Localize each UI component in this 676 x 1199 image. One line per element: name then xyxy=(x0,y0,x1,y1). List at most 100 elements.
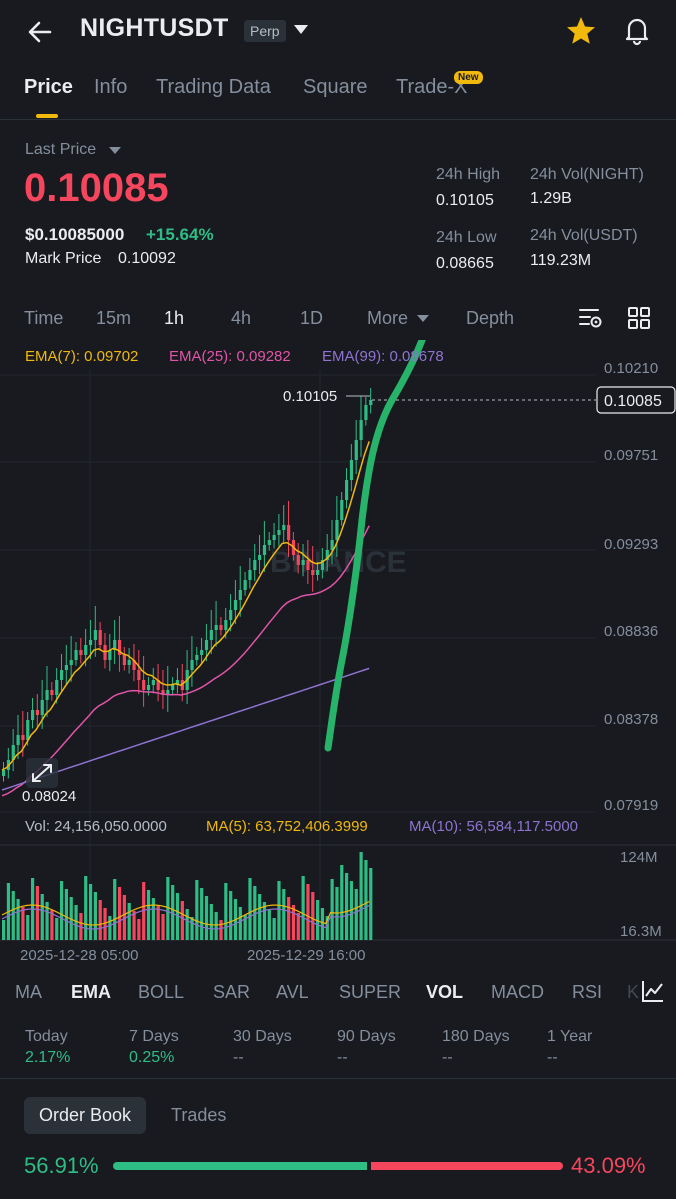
caret-down-icon[interactable] xyxy=(109,147,121,154)
perf-7d-label: 7 Days xyxy=(129,1028,179,1045)
volume-bar xyxy=(166,877,170,940)
perf-7d-value: 0.25% xyxy=(129,1049,175,1066)
symbol-title[interactable]: NIGHTUSDT xyxy=(80,14,229,42)
tab-trading-data[interactable]: Trading Data xyxy=(156,76,271,98)
indicator-super[interactable]: SUPER xyxy=(339,982,402,1002)
volume-bar xyxy=(267,910,271,940)
candle xyxy=(200,650,204,655)
indicator-ema[interactable]: EMA xyxy=(71,982,111,1002)
tab-price[interactable]: Price xyxy=(24,76,73,98)
grid-icon xyxy=(628,307,650,329)
chevron-down-icon[interactable] xyxy=(294,25,308,34)
volume-bar xyxy=(224,883,228,940)
volume-bar xyxy=(146,890,151,940)
volume-bar xyxy=(11,891,15,940)
candle xyxy=(325,550,329,560)
volume-bar xyxy=(156,906,160,940)
buy-sell-ratio-bar xyxy=(113,1162,563,1170)
interval-1d[interactable]: 1D xyxy=(300,308,324,328)
current-price-label: 0.10085 xyxy=(604,393,662,410)
candle xyxy=(306,560,310,570)
volume-bar xyxy=(35,886,40,940)
volume-bar xyxy=(45,902,49,940)
volume-bar xyxy=(103,908,107,940)
layout-grid-button[interactable] xyxy=(627,306,651,335)
candle xyxy=(113,640,117,650)
ema7-line xyxy=(1,441,370,771)
candle xyxy=(161,690,165,695)
candle xyxy=(238,590,242,600)
candle xyxy=(103,645,107,660)
candle xyxy=(262,545,267,555)
candle xyxy=(243,580,247,590)
perf-today-value: 2.17% xyxy=(25,1049,71,1066)
caret-down-icon[interactable] xyxy=(417,315,429,322)
candle xyxy=(50,690,54,695)
indicator-vol[interactable]: VOL xyxy=(426,982,464,1002)
volume-bar xyxy=(50,910,54,940)
last-price-label[interactable]: Last Price xyxy=(25,141,97,158)
volume-bar xyxy=(364,860,368,940)
volume-bar xyxy=(64,889,69,940)
tab-info[interactable]: Info xyxy=(94,76,128,98)
interval-1h[interactable]: 1h xyxy=(164,308,185,328)
indicator-settings-button[interactable] xyxy=(640,978,666,1009)
tab-square[interactable]: Square xyxy=(303,76,368,98)
volume-bar xyxy=(253,886,257,940)
indicator-boll[interactable]: BOLL xyxy=(138,982,185,1002)
volume-ma10-legend: MA(10): 56,584,117.5000 xyxy=(409,818,579,835)
perf-30d-value: -- xyxy=(233,1049,244,1066)
interval-15m[interactable]: 15m xyxy=(96,308,132,328)
interval-time[interactable]: Time xyxy=(24,308,64,328)
candle xyxy=(296,555,300,565)
interval-depth[interactable]: Depth xyxy=(466,308,515,328)
candle xyxy=(74,650,78,660)
chart-settings-button[interactable] xyxy=(578,305,604,336)
last-price: 0.10085 xyxy=(24,166,169,210)
interval-more[interactable]: More xyxy=(367,308,409,328)
back-button[interactable] xyxy=(22,14,58,50)
volume-bar xyxy=(345,873,349,940)
candlestick-chart[interactable]: BINANCE 0.10085 0.10105 0.08024 0.10210 … xyxy=(0,340,676,960)
tab-order-book[interactable]: Order Book xyxy=(24,1097,146,1134)
volume-bar xyxy=(40,894,44,940)
candle xyxy=(88,640,93,645)
indicator-sar[interactable]: SAR xyxy=(213,982,251,1002)
perf-90d-label: 90 Days xyxy=(337,1028,396,1045)
vol-quote-label: 24h Vol(USDT) xyxy=(530,227,638,244)
ema-lines xyxy=(1,441,370,797)
indicator-avl[interactable]: AVL xyxy=(276,982,309,1002)
price-tick-label: 0.08836 xyxy=(604,623,658,640)
candle xyxy=(171,685,175,690)
contract-badge: Perp xyxy=(244,20,286,42)
sell-percent: 43.09% xyxy=(571,1153,646,1178)
volume-bar xyxy=(316,900,320,940)
volume-bar xyxy=(2,920,6,940)
volume-tick-label: 124M xyxy=(620,849,658,866)
tab-trade-x[interactable]: Trade-X xyxy=(396,76,468,98)
candle xyxy=(35,710,40,715)
volume-bar xyxy=(195,880,199,940)
candle xyxy=(335,520,339,540)
volume-bar xyxy=(151,898,155,940)
indicator-ma[interactable]: MA xyxy=(15,982,42,1002)
notification-button[interactable] xyxy=(620,13,654,47)
volume-ma5-legend: MA(5): 63,752,406.3999 xyxy=(206,818,368,835)
candle xyxy=(151,680,155,685)
indicator-rsi[interactable]: RSI xyxy=(572,982,603,1002)
favorite-button[interactable] xyxy=(564,14,598,48)
volume-bar xyxy=(69,897,73,940)
expand-chart-button[interactable] xyxy=(26,758,58,788)
candle xyxy=(345,480,349,500)
perf-180d-label: 180 Days xyxy=(442,1028,510,1045)
candle xyxy=(258,555,262,560)
volume-bar xyxy=(330,879,334,940)
candle xyxy=(253,560,257,570)
volume-bar xyxy=(311,892,315,940)
volume-bar xyxy=(209,904,213,940)
volume-bar xyxy=(262,902,267,940)
indicator-macd[interactable]: MACD xyxy=(491,982,544,1002)
tab-trades[interactable]: Trades xyxy=(171,1105,227,1125)
indicator-k[interactable]: K xyxy=(627,982,640,1002)
interval-4h[interactable]: 4h xyxy=(231,308,252,328)
